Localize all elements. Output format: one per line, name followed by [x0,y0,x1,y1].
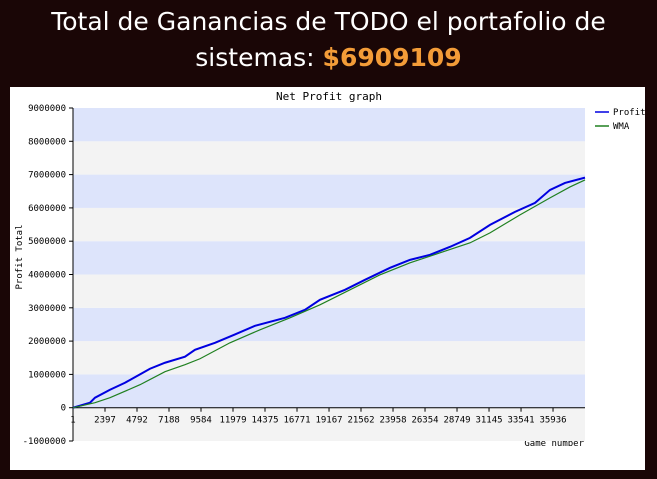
x-tick-label: 1 [70,416,75,426]
x-tick-label: 33541 [507,416,534,426]
grid-band [73,108,585,142]
y-tick-label: 9000000 [28,104,66,114]
y-tick-label: 8000000 [28,137,66,147]
x-tick-label: 4792 [126,416,148,426]
title-line: sistemas: $6909109 [0,40,657,76]
legend-label: WMA [613,122,630,132]
grid-band [73,274,585,308]
series-line [72,179,586,409]
x-tick-label: 16771 [283,416,310,426]
grid-band [73,374,585,408]
x-tick-label: 28749 [443,416,470,426]
y-tick-label: 2000000 [28,337,66,347]
x-tick-label: 14375 [251,416,278,426]
x-tick-label: 19167 [315,416,342,426]
x-tick-label: 2397 [94,416,116,426]
grid-band [73,307,585,342]
y-tick-label: -1000000 [23,437,66,447]
grid-band [73,241,585,275]
x-tick-label: 31145 [475,416,502,426]
y-tick-label: 5000000 [28,237,66,247]
x-tick-label: 23958 [379,416,406,426]
y-tick-label: 4000000 [28,271,66,281]
grid-band [73,174,585,208]
grid-band [73,407,585,441]
x-tick-label: 26354 [411,416,438,426]
title-line: Total de Ganancias de TODO el portafolio… [51,7,606,36]
x-axis-label: Game number [524,439,584,449]
y-tick-label: 3000000 [28,304,66,314]
x-tick-label: 35936 [539,416,566,426]
chart-title: Net Profit graph [276,90,382,103]
series-line [72,176,586,409]
x-tick-label: 7188 [158,416,180,426]
total-value: $6909109 [322,43,462,72]
x-tick-label: 11979 [219,416,246,426]
y-tick-label: 1000000 [28,370,66,380]
grid-band [73,141,585,175]
legend-label: Profit [613,108,645,118]
x-tick-label: 21562 [347,416,374,426]
y-axis-label: Profit Total [15,224,25,289]
grid-band [73,341,585,375]
y-tick-label: 7000000 [28,171,66,181]
chart: Net Profit graph Profit Total Game numbe… [10,87,645,470]
y-tick-label: 0 [61,404,66,414]
header: Total de Ganancias de TODO el portafolio… [0,4,657,76]
grid-band [73,207,585,242]
title-text: sistemas: [195,43,315,72]
x-tick-label: 9584 [190,416,212,426]
y-tick-label: 6000000 [28,204,66,214]
